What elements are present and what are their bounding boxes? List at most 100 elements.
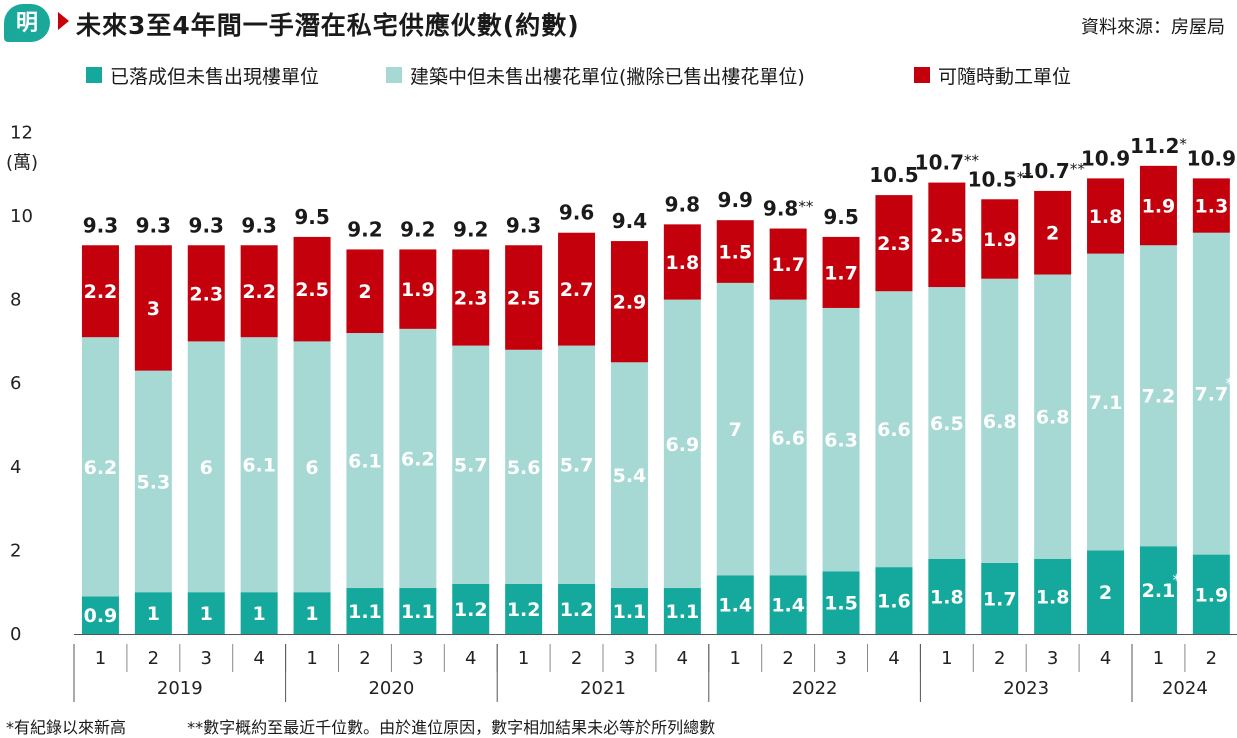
bar-value-label: 1.4 [771, 595, 805, 617]
bar-value-label: 0.9 [84, 605, 118, 627]
stacked-bar-chart: 024681012(萬)0.96.22.29.315.339.3162.39.3… [6, 122, 1237, 702]
bar-under-construction [822, 307, 860, 572]
bar-ready-to-start [1087, 178, 1125, 254]
legend-item-under-construction: 建築中但未售出樓花單位(撇除已售出樓花單位) [386, 60, 805, 90]
bar-value-label: 6.2 [401, 448, 435, 470]
bar-value-label: 5.4 [613, 465, 647, 487]
bar-total-label: 10.5** [968, 167, 1033, 191]
bar-completed [558, 583, 596, 634]
x-year-label: 2021 [580, 678, 626, 699]
x-tick-label: 2 [148, 648, 159, 669]
bar-under-construction [875, 291, 913, 568]
chart-title: 未來3至4年間一手潛在私宅供應伙數(約數) [76, 11, 580, 40]
bar-completed [293, 592, 331, 634]
bar-ready-to-start [663, 224, 701, 300]
bar-value-label: 3 [147, 298, 160, 320]
x-year-label: 2020 [368, 678, 414, 699]
bar-ready-to-start [875, 195, 913, 292]
bar-total-label: 10.7** [1020, 159, 1085, 183]
x-year-label: 2022 [792, 678, 838, 699]
bar-under-construction [769, 299, 807, 576]
bar-value-label: 6.6 [877, 419, 911, 441]
x-tick-label: 2 [1206, 648, 1217, 669]
bar-total-label: 9.2 [347, 217, 382, 241]
legend-item-completed: 已落成但未售出現樓單位 [86, 60, 319, 90]
x-tick-label: 1 [1153, 648, 1164, 669]
bar-value-label: 6.1 [242, 455, 276, 477]
bar-total-label: 9.5 [823, 205, 858, 229]
bar-value-label: 7.2 [1142, 386, 1176, 408]
bar-ready-to-start [452, 249, 490, 346]
bar-total-label: 9.8 [665, 192, 700, 216]
record-high-mark: * [1172, 571, 1180, 589]
x-tick-label: 1 [941, 648, 952, 669]
record-high-mark: * [1225, 375, 1233, 393]
bar-value-label: 5.7 [454, 455, 488, 477]
bar-total-label: 9.9 [718, 188, 753, 212]
y-axis-unit-label: (萬) [6, 152, 38, 173]
bar-value-label: 2 [1046, 223, 1059, 245]
bar-value-label: 5.6 [507, 457, 541, 479]
bar-value-label: 1.6 [877, 591, 911, 613]
y-tick-label: 6 [10, 373, 21, 394]
bar-total-label: 9.3 [506, 213, 541, 237]
bar-ready-to-start [81, 245, 119, 338]
y-tick-label: 12 [10, 122, 33, 143]
bar-value-label: 6.1 [348, 451, 382, 473]
x-tick-label: 1 [306, 648, 317, 669]
bar-under-construction [187, 341, 225, 593]
x-tick-label: 3 [835, 648, 846, 669]
x-tick-label: 3 [624, 648, 635, 669]
bar-under-construction [134, 370, 172, 593]
x-tick-label: 2 [571, 648, 582, 669]
bar-value-label: 2.7 [560, 279, 594, 301]
y-tick-label: 2 [10, 540, 21, 561]
x-year-label: 2023 [1003, 678, 1049, 699]
bar-completed [981, 562, 1019, 634]
bar-value-label: 1.1 [348, 601, 382, 623]
bar-value-label: 1.8 [666, 252, 700, 274]
bar-total-label: 9.3 [189, 213, 224, 237]
bar-value-label: 1.2 [507, 599, 541, 621]
x-tick-label: 3 [1047, 648, 1058, 669]
bar-value-label: 1 [147, 603, 160, 625]
bar-under-construction [240, 337, 278, 593]
bar-ready-to-start [293, 236, 331, 342]
footnote-record-high: *有紀錄以來新高 [6, 718, 127, 737]
bar-value-label: 7.7 [1195, 384, 1229, 406]
bar-value-label: 7.1 [1089, 392, 1123, 414]
bar-ready-to-start [822, 236, 860, 308]
bar-value-label: 1.9 [1195, 584, 1229, 606]
bar-value-label: 2.5 [295, 279, 329, 301]
bar-value-label: 2 [358, 281, 371, 303]
bar-value-label: 2.2 [84, 281, 118, 303]
bar-value-label: 6.6 [771, 428, 805, 450]
bar-completed [346, 588, 384, 634]
bar-value-label: 1.5 [718, 242, 752, 264]
bar-completed [822, 571, 860, 634]
bar-value-label: 2.3 [877, 233, 911, 255]
y-tick-label: 0 [10, 624, 21, 645]
bar-value-label: 2.5 [507, 288, 541, 310]
source-note: 資料來源：房屋局 [1081, 17, 1225, 38]
footnotes: *有紀錄以來新高 **數字概約至最近千位數。由於進位原因，數字相加結果未必等於所… [6, 714, 771, 738]
bar-value-label: 1 [253, 603, 266, 625]
bar-ready-to-start [187, 245, 225, 342]
legend-item-ready-to-start: 可隨時動工單位 [914, 60, 1071, 90]
bar-value-label: 2.5 [930, 225, 964, 247]
bar-completed [240, 592, 278, 634]
bar-value-label: 1.1 [613, 601, 647, 623]
bar-ready-to-start [1034, 190, 1072, 275]
bar-completed [663, 588, 701, 634]
bar-value-label: 1.2 [560, 599, 594, 621]
x-tick-label: 4 [253, 648, 264, 669]
bar-value-label: 1.9 [1142, 196, 1176, 218]
logo-icon: 明 [4, 4, 50, 42]
bar-ready-to-start [399, 249, 437, 329]
bar-value-label: 1.3 [1195, 196, 1229, 218]
bar-under-construction [1192, 232, 1230, 555]
legend-swatch-under-construction [386, 67, 402, 83]
title-marker-icon [58, 12, 69, 30]
bar-completed [610, 588, 648, 634]
bar-total-label: 9.8** [763, 197, 814, 221]
